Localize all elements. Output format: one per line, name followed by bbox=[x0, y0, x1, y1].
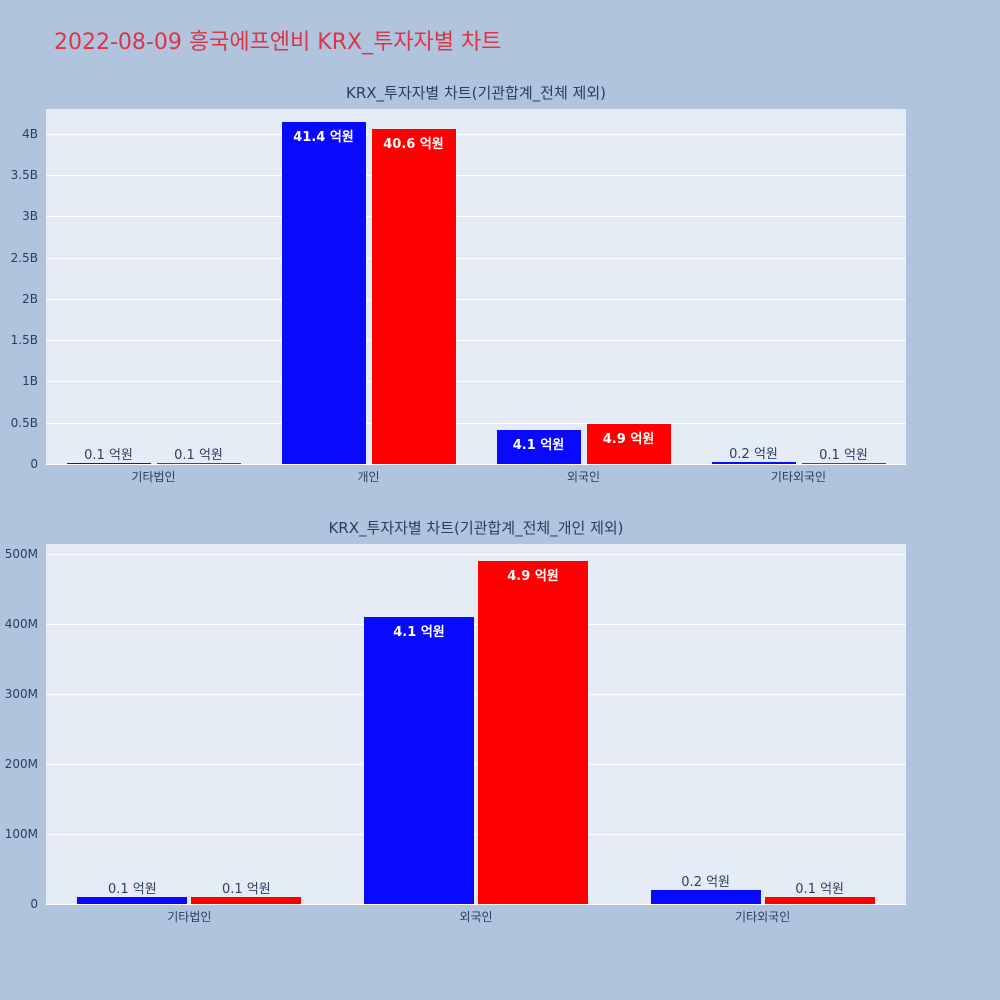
gridline bbox=[46, 381, 906, 383]
x-tick-label: 개인 bbox=[357, 470, 380, 484]
y-tick-label: 1.5B bbox=[10, 333, 38, 348]
bar-series-red[interactable] bbox=[586, 424, 671, 464]
x-axis: 기타법인 개인 외국인 기타외국인 bbox=[46, 464, 906, 486]
bar-series-blue[interactable] bbox=[496, 430, 581, 464]
gridline bbox=[46, 764, 906, 766]
page-title: 2022-08-09 흥국에프엔비 KRX_투자자별 차트 bbox=[54, 30, 502, 55]
bar-series-red[interactable] bbox=[764, 897, 875, 904]
bar-value-label: 0.1 억원 bbox=[174, 448, 223, 463]
gridline bbox=[46, 422, 906, 424]
x-tick-label: 외국인 bbox=[566, 470, 601, 484]
bar-series-red[interactable] bbox=[191, 897, 302, 904]
chart-investor-bottom: KRX_투자자별 차트(기관합계_전체_개인 제외) 0 100M 200M 300M… bbox=[5, 517, 906, 926]
y-tick-label: 3.5B bbox=[10, 168, 38, 183]
x-tick-label: 기타외국인 bbox=[770, 470, 827, 484]
bar-value-label: 0.1 억원 bbox=[795, 882, 845, 897]
x-tick-label: 기타법인 bbox=[167, 910, 212, 924]
y-tick-label: 300M bbox=[4, 687, 38, 702]
gridline bbox=[46, 624, 906, 626]
bar-value-label: 4.9 억원 bbox=[602, 432, 655, 447]
bar-series-red[interactable] bbox=[478, 561, 588, 904]
gridline bbox=[46, 340, 906, 342]
bar-series-blue[interactable] bbox=[711, 462, 796, 464]
y-tick-label: 0.5B bbox=[10, 415, 38, 430]
gridline bbox=[46, 694, 906, 696]
gridline bbox=[46, 464, 906, 465]
gridline bbox=[46, 133, 906, 135]
gridline bbox=[46, 554, 906, 556]
gridline bbox=[46, 834, 906, 836]
y-tick-label: 2B bbox=[22, 291, 38, 306]
bar-value-label: 0.2 억원 bbox=[681, 875, 731, 890]
bar-series-red[interactable] bbox=[371, 129, 456, 464]
y-tick-label: 3B bbox=[22, 209, 38, 224]
bar-series-blue[interactable] bbox=[650, 890, 761, 904]
bar-value-label: 0.1 억원 bbox=[107, 882, 157, 897]
bar-series-red[interactable] bbox=[156, 463, 241, 464]
gridline bbox=[46, 175, 906, 177]
gridline bbox=[46, 216, 906, 218]
y-tick-label: 400M bbox=[4, 617, 38, 632]
bar-value-label: 0.1 억원 bbox=[819, 448, 868, 463]
y-tick-label: 0 bbox=[30, 897, 38, 911]
bar-value-label: 0.1 억원 bbox=[221, 882, 271, 897]
y-tick-label: 200M bbox=[4, 757, 38, 772]
x-tick-label: 기타외국인 bbox=[735, 910, 791, 924]
x-tick-label: 외국인 bbox=[459, 910, 493, 924]
gridline bbox=[46, 298, 906, 300]
y-tick-label: 500M bbox=[4, 547, 38, 562]
bar-value-label: 40.6 억원 bbox=[383, 137, 444, 152]
y-tick-label: 2.5B bbox=[10, 250, 38, 265]
chart-title: KRX_투자자별 차트(기관합계_전체 제외) bbox=[346, 84, 606, 102]
bar-value-label: 0.1 억원 bbox=[84, 448, 133, 463]
bar-value-label: 4.9 억원 bbox=[507, 569, 559, 584]
plot-area: 0 100M 200M 300M 400M 500M 0.1 억원 0.1 억원 4.1 억원 4… bbox=[5, 544, 906, 911]
bar-series-blue[interactable] bbox=[281, 122, 366, 464]
bar-series-red[interactable] bbox=[801, 463, 886, 464]
gridline bbox=[46, 257, 906, 259]
x-tick-label: 기타법인 bbox=[131, 470, 176, 484]
chart-investor-top: KRX_투자자별 차트(기관합계_전체 제외) 0 0.5B 1B 1.5B 2B 2.5… bbox=[11, 82, 906, 486]
chart-title: KRX_투자자별 차트(기관합계_전체_개인 제외) bbox=[328, 519, 624, 537]
bar-value-label: 0.2 억원 bbox=[729, 447, 778, 462]
y-tick-label: 100M bbox=[4, 827, 38, 842]
bar-series-blue[interactable] bbox=[66, 463, 151, 464]
bar-series-blue[interactable] bbox=[77, 897, 188, 904]
gridline bbox=[46, 904, 906, 905]
y-tick-label: 0 bbox=[30, 457, 38, 471]
bar-value-label: 41.4 억원 bbox=[293, 130, 354, 145]
bar-value-label: 4.1 억원 bbox=[393, 625, 445, 640]
bar-value-label: 4.1 억원 bbox=[512, 438, 565, 453]
x-axis: 기타법인 외국인 기타외국인 bbox=[46, 904, 906, 926]
y-tick-label: 4B bbox=[22, 126, 38, 141]
plot-area: 0 0.5B 1B 1.5B 2B 2.5B 3B 3.5B 4B 0.1 억원 0.1 억원 41.… bbox=[11, 109, 906, 471]
bar-series-blue[interactable] bbox=[364, 617, 474, 904]
y-tick-label: 1B bbox=[22, 374, 38, 389]
